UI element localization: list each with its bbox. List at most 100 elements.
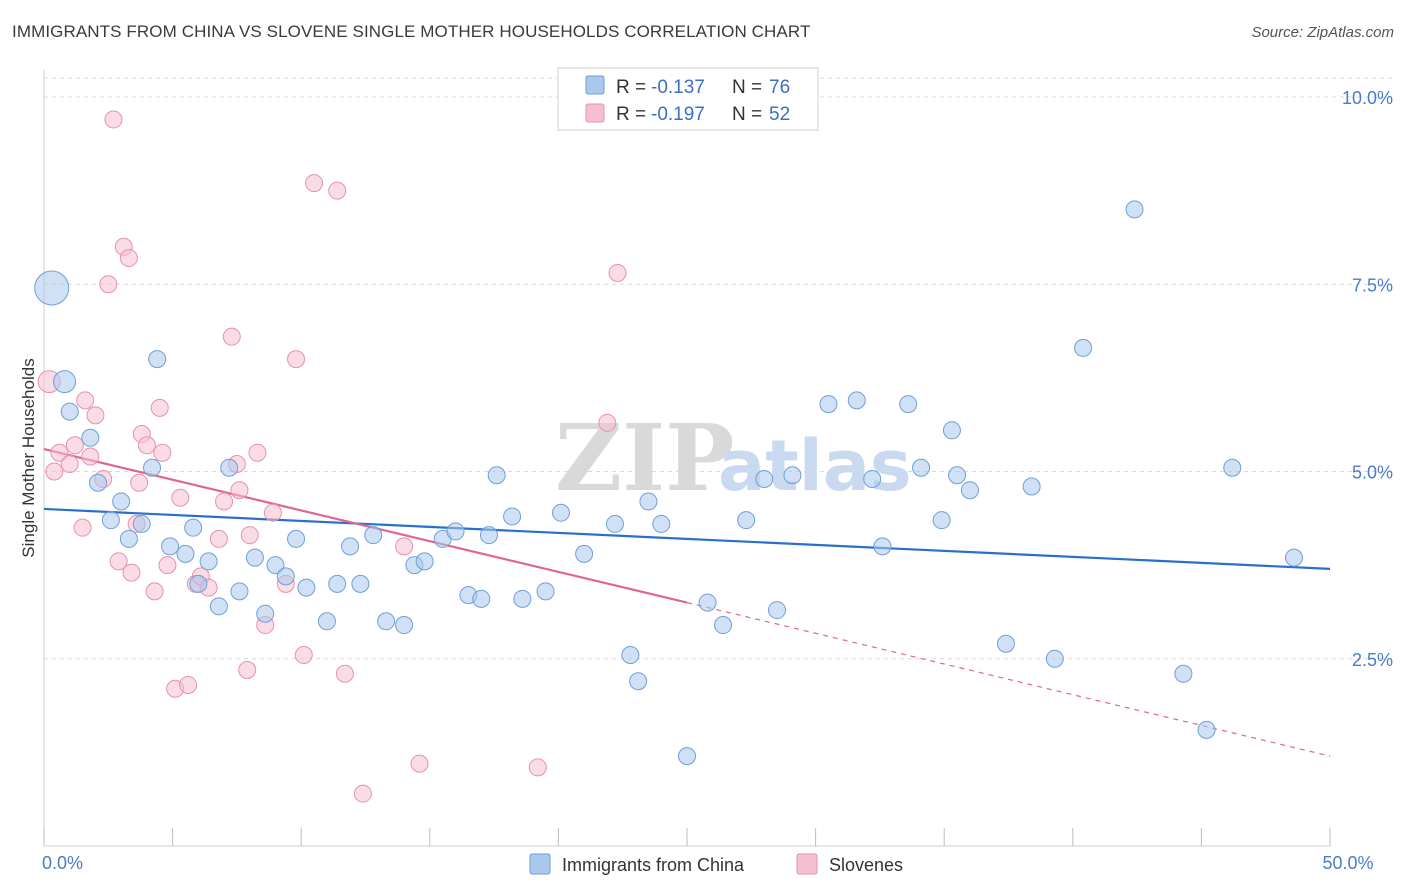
point-china bbox=[873, 537, 892, 556]
point-china bbox=[1022, 477, 1041, 496]
y-tick-label: 2.5% bbox=[1352, 650, 1393, 670]
point-china bbox=[932, 511, 951, 530]
bottom-legend-china: Immigrants from China bbox=[562, 855, 745, 875]
legend-slovene-n-label: N = bbox=[732, 104, 762, 125]
legend-china-n-label: N = bbox=[732, 77, 762, 98]
point-slovene bbox=[222, 327, 241, 346]
point-china bbox=[209, 597, 228, 616]
point-slovene bbox=[215, 492, 234, 511]
point-china bbox=[143, 458, 162, 477]
point-slovene bbox=[294, 646, 313, 665]
point-slovene bbox=[598, 413, 617, 432]
point-china bbox=[698, 593, 717, 612]
point-china bbox=[364, 526, 383, 545]
point-china bbox=[551, 503, 570, 522]
point-slovene bbox=[73, 518, 92, 537]
point-china bbox=[81, 428, 100, 447]
point-slovene bbox=[335, 664, 354, 683]
point-china bbox=[847, 391, 866, 410]
point-china bbox=[395, 616, 414, 635]
point-slovene bbox=[528, 758, 547, 777]
point-slovene bbox=[60, 455, 79, 474]
point-china bbox=[629, 672, 648, 691]
point-slovene bbox=[130, 473, 149, 492]
point-china bbox=[513, 589, 532, 608]
point-slovene bbox=[150, 398, 169, 417]
point-china bbox=[148, 350, 167, 369]
y-tick-label: 5.0% bbox=[1352, 463, 1393, 483]
point-china bbox=[230, 582, 249, 601]
point-slovene bbox=[608, 264, 627, 283]
bottom-legend-swatch-slovene bbox=[796, 853, 818, 875]
point-slovene bbox=[240, 526, 259, 545]
point-china bbox=[912, 458, 931, 477]
trend-line-slovene-extrapolated bbox=[686, 601, 1331, 757]
legend-slovene-n-value: 52 bbox=[769, 104, 790, 125]
point-china bbox=[1197, 720, 1216, 739]
point-china bbox=[415, 552, 434, 571]
point-slovene bbox=[328, 181, 347, 200]
point-slovene bbox=[50, 443, 69, 462]
point-slovene bbox=[145, 582, 164, 601]
legend-china-r-value: -0.137 bbox=[651, 77, 705, 98]
point-slovene bbox=[238, 660, 257, 679]
point-china bbox=[899, 395, 918, 414]
point-slovene bbox=[305, 174, 324, 193]
legend: R = -0.137 N = 76 R = -0.197 N = 52 bbox=[557, 67, 819, 131]
point-slovene bbox=[45, 462, 64, 481]
point-slovene bbox=[230, 481, 249, 500]
point-china bbox=[942, 421, 961, 440]
point-slovene bbox=[248, 443, 267, 462]
watermark-atlas: atlas bbox=[718, 425, 912, 507]
point-slovene bbox=[109, 552, 128, 571]
legend-china-r-label: R = bbox=[616, 77, 646, 98]
point-slovene bbox=[353, 784, 372, 803]
point-china bbox=[678, 747, 696, 766]
y-tick-label: 10.0% bbox=[1342, 88, 1393, 108]
point-slovene bbox=[153, 443, 172, 462]
point-china bbox=[256, 604, 275, 623]
point-china bbox=[377, 612, 396, 631]
point-china bbox=[297, 578, 316, 597]
point-slovene bbox=[122, 563, 141, 582]
chart-source: Source: ZipAtlas.com bbox=[1251, 24, 1394, 41]
point-china bbox=[266, 556, 285, 575]
point-slovene bbox=[81, 447, 100, 466]
point-china bbox=[863, 469, 882, 488]
point-slovene bbox=[287, 350, 306, 369]
point-slovene bbox=[171, 488, 190, 507]
point-china bbox=[101, 511, 120, 530]
point-china bbox=[245, 548, 264, 567]
point-china bbox=[351, 574, 370, 593]
point-china bbox=[189, 574, 208, 593]
point-slovene bbox=[209, 529, 228, 548]
point-china bbox=[621, 646, 640, 665]
point-china bbox=[328, 574, 347, 593]
point-slovene bbox=[158, 556, 177, 575]
point-china bbox=[119, 529, 138, 548]
legend-swatch-china bbox=[585, 75, 605, 95]
point-china bbox=[639, 492, 658, 511]
legend-swatch-slovene bbox=[585, 103, 605, 123]
point-slovene bbox=[104, 110, 123, 129]
point-china bbox=[737, 511, 756, 530]
point-china bbox=[755, 469, 774, 488]
point-slovene bbox=[65, 436, 84, 455]
point-china bbox=[317, 612, 336, 631]
point-slovene bbox=[263, 503, 282, 522]
point-slovene bbox=[137, 436, 156, 455]
point-china bbox=[276, 567, 295, 586]
grid-lines bbox=[44, 77, 1392, 660]
bottom-legend-slovene: Slovenes bbox=[829, 855, 903, 875]
legend-slovene-r-label: R = bbox=[616, 104, 646, 125]
point-china bbox=[89, 473, 108, 492]
point-slovene bbox=[76, 391, 95, 410]
point-china bbox=[1223, 458, 1242, 477]
point-china bbox=[605, 514, 624, 533]
point-china bbox=[536, 582, 555, 601]
point-china bbox=[783, 466, 802, 485]
point-china bbox=[487, 466, 506, 485]
point-china bbox=[34, 270, 70, 306]
point-china bbox=[503, 507, 522, 526]
x-tick-label: 0.0% bbox=[42, 853, 83, 873]
